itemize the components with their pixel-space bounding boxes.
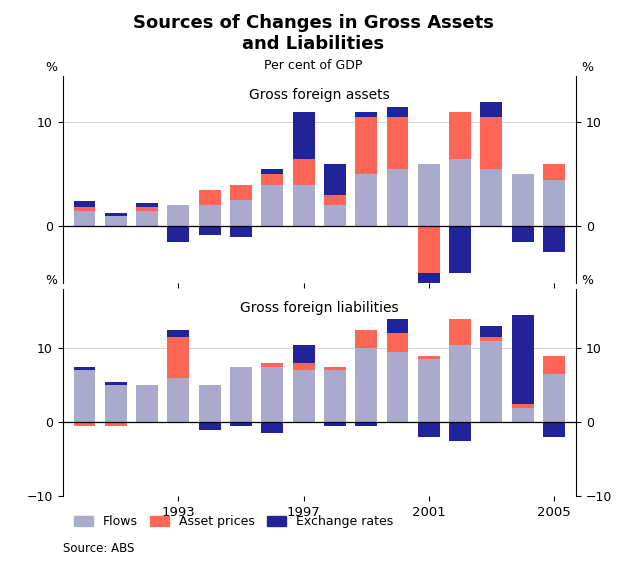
Text: %: % xyxy=(46,274,58,287)
Bar xyxy=(480,326,502,337)
Bar xyxy=(355,330,377,348)
Bar xyxy=(292,159,314,185)
Bar xyxy=(73,367,95,370)
Bar xyxy=(198,226,220,234)
Bar xyxy=(543,164,565,180)
Bar xyxy=(167,205,189,226)
Bar xyxy=(543,180,565,226)
Bar xyxy=(230,422,252,426)
Text: %: % xyxy=(46,61,58,73)
Bar xyxy=(261,422,283,434)
Bar xyxy=(261,367,283,422)
Bar xyxy=(449,159,471,226)
Bar xyxy=(167,226,189,242)
Bar xyxy=(105,422,126,426)
Bar xyxy=(324,370,346,422)
Bar xyxy=(386,117,408,169)
Bar xyxy=(418,422,439,437)
Bar xyxy=(73,211,95,226)
Bar xyxy=(480,102,502,117)
Text: Per cent of GDP: Per cent of GDP xyxy=(264,59,362,72)
Text: Gross foreign liabilities: Gross foreign liabilities xyxy=(240,301,399,315)
Bar xyxy=(198,190,220,205)
Bar xyxy=(480,341,502,422)
Bar xyxy=(449,226,471,273)
Bar xyxy=(292,112,314,159)
Bar xyxy=(355,117,377,174)
Bar xyxy=(386,352,408,422)
Bar xyxy=(105,216,126,226)
Bar xyxy=(324,164,346,195)
Text: Source: ABS: Source: ABS xyxy=(63,542,134,555)
Bar xyxy=(386,333,408,352)
Bar xyxy=(167,330,189,337)
Bar xyxy=(449,112,471,159)
Bar xyxy=(418,273,439,325)
Bar xyxy=(418,226,439,273)
Bar xyxy=(292,370,314,422)
Bar xyxy=(449,344,471,422)
Bar xyxy=(543,422,565,437)
Bar xyxy=(480,169,502,226)
Bar xyxy=(324,367,346,370)
Bar xyxy=(386,319,408,333)
Bar xyxy=(480,117,502,169)
Bar xyxy=(136,204,158,206)
Bar xyxy=(105,213,126,216)
Bar xyxy=(511,404,533,407)
Bar xyxy=(230,226,252,237)
Bar xyxy=(73,206,95,211)
Bar xyxy=(73,201,95,206)
Bar xyxy=(418,360,439,422)
Bar xyxy=(511,174,533,226)
Text: %: % xyxy=(581,274,593,287)
Bar xyxy=(136,211,158,226)
Bar xyxy=(418,356,439,360)
Bar xyxy=(292,344,314,363)
Bar xyxy=(355,348,377,422)
Bar xyxy=(198,385,220,422)
Bar xyxy=(230,185,252,200)
Text: Gross foreign assets: Gross foreign assets xyxy=(249,88,389,102)
Bar xyxy=(449,319,471,344)
Bar xyxy=(543,356,565,374)
Bar xyxy=(261,185,283,226)
Bar xyxy=(230,367,252,422)
Bar xyxy=(355,112,377,117)
Bar xyxy=(136,206,158,211)
Bar xyxy=(324,205,346,226)
Bar xyxy=(418,164,439,226)
Bar xyxy=(261,363,283,367)
Bar xyxy=(292,363,314,370)
Bar xyxy=(167,337,189,378)
Bar xyxy=(198,422,220,430)
Legend: Flows, Asset prices, Exchange rates: Flows, Asset prices, Exchange rates xyxy=(69,511,398,534)
Bar xyxy=(230,200,252,226)
Bar xyxy=(386,107,408,117)
Bar xyxy=(511,407,533,422)
Bar xyxy=(355,174,377,226)
Text: %: % xyxy=(581,61,593,73)
Bar xyxy=(355,422,377,426)
Bar xyxy=(386,169,408,226)
Bar xyxy=(73,370,95,422)
Bar xyxy=(480,337,502,341)
Bar xyxy=(543,226,565,252)
Bar xyxy=(324,422,346,426)
Bar xyxy=(511,315,533,404)
Bar xyxy=(105,385,126,422)
Bar xyxy=(543,374,565,422)
Bar xyxy=(511,226,533,242)
Bar xyxy=(136,385,158,422)
Bar xyxy=(105,381,126,385)
Bar xyxy=(292,185,314,226)
Bar xyxy=(198,205,220,226)
Bar xyxy=(449,422,471,441)
Bar xyxy=(324,195,346,205)
Bar xyxy=(73,422,95,426)
Bar xyxy=(261,174,283,185)
Bar xyxy=(261,169,283,174)
Bar xyxy=(167,378,189,422)
Text: Sources of Changes in Gross Assets
and Liabilities: Sources of Changes in Gross Assets and L… xyxy=(133,14,493,53)
